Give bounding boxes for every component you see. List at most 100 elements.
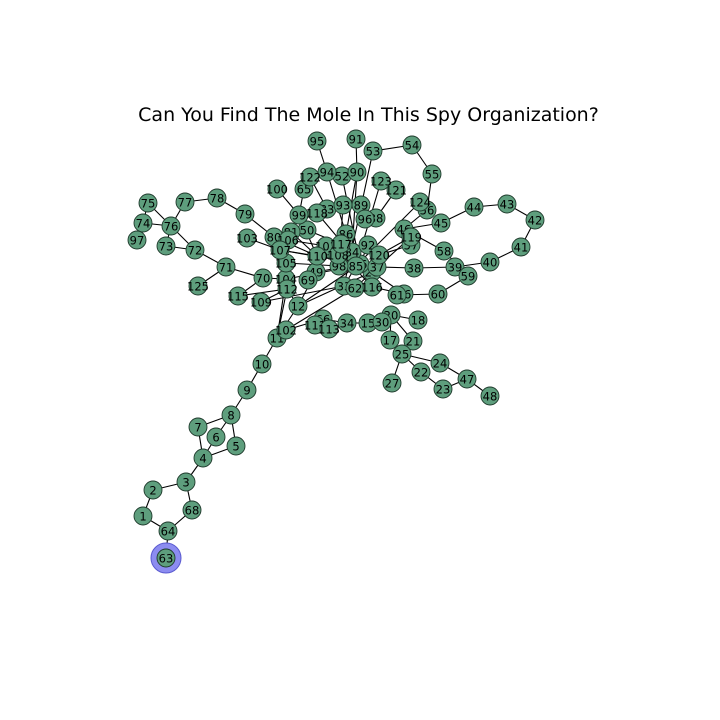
node-label: 60 bbox=[431, 288, 446, 302]
node-42: 42 bbox=[525, 210, 545, 230]
node-109: 109 bbox=[250, 292, 272, 312]
node-1: 1 bbox=[133, 506, 153, 526]
node-label: 102 bbox=[275, 324, 297, 338]
node-77: 77 bbox=[175, 192, 195, 212]
edge-12-28 bbox=[297, 271, 373, 307]
node-34: 34 bbox=[337, 313, 357, 333]
node-label: 50 bbox=[300, 224, 315, 238]
node-24: 24 bbox=[430, 353, 450, 373]
node-circle bbox=[253, 268, 273, 288]
node-circle bbox=[392, 344, 412, 364]
node-label: 38 bbox=[407, 262, 422, 276]
node-circle bbox=[133, 213, 153, 233]
node-15: 15 bbox=[358, 313, 378, 333]
node-circle bbox=[410, 192, 430, 212]
node-circle bbox=[237, 380, 257, 400]
node-circle bbox=[337, 313, 357, 333]
node-label: 22 bbox=[414, 366, 429, 380]
node-label: 119 bbox=[400, 231, 422, 245]
node-label: 44 bbox=[467, 201, 482, 215]
node-50: 50 bbox=[297, 220, 317, 240]
node-circle bbox=[175, 192, 195, 212]
node-64: 64 bbox=[158, 521, 178, 541]
node-circle bbox=[480, 386, 500, 406]
node-circle bbox=[333, 195, 353, 215]
node-circle bbox=[307, 246, 327, 266]
node-label: 110 bbox=[306, 250, 328, 264]
node-label: 76 bbox=[164, 220, 179, 234]
node-circle bbox=[277, 279, 297, 299]
node-label: 12 bbox=[291, 300, 306, 314]
node-circle bbox=[300, 167, 320, 187]
node-label: 118 bbox=[306, 207, 328, 221]
node-label: 115 bbox=[227, 290, 249, 304]
node-label: 18 bbox=[411, 314, 426, 328]
node-label: 124 bbox=[409, 196, 431, 210]
node-circle bbox=[382, 373, 402, 393]
node-45: 45 bbox=[431, 213, 451, 233]
node-circle bbox=[276, 320, 296, 340]
node-90: 90 bbox=[347, 162, 367, 182]
node-circle bbox=[403, 331, 423, 351]
node-label: 112 bbox=[276, 283, 298, 297]
node-102: 102 bbox=[275, 320, 297, 340]
node-68: 68 bbox=[182, 500, 202, 520]
node-circle bbox=[193, 448, 213, 468]
node-circle bbox=[307, 203, 327, 223]
node-70: 70 bbox=[253, 268, 273, 288]
node-label: 42 bbox=[528, 214, 543, 228]
node-119: 119 bbox=[400, 227, 422, 247]
node-circle bbox=[480, 252, 500, 272]
node-122: 122 bbox=[299, 167, 321, 187]
node-label: 39 bbox=[448, 261, 463, 275]
node-circle bbox=[457, 369, 477, 389]
node-label: 100 bbox=[266, 183, 288, 197]
node-58: 58 bbox=[434, 241, 454, 261]
node-circle bbox=[185, 240, 205, 260]
node-circle bbox=[207, 188, 227, 208]
node-label: 96 bbox=[358, 213, 373, 227]
node-25: 25 bbox=[392, 344, 412, 364]
node-43: 43 bbox=[497, 194, 517, 214]
node-label: 45 bbox=[434, 217, 449, 231]
node-circle bbox=[422, 164, 442, 184]
node-circle bbox=[369, 245, 389, 265]
node-label: 40 bbox=[483, 256, 498, 270]
node-78: 78 bbox=[207, 188, 227, 208]
node-61: 61 bbox=[387, 285, 407, 305]
node-label: 62 bbox=[348, 282, 363, 296]
node-circle bbox=[525, 210, 545, 230]
node-label: 94 bbox=[320, 166, 335, 180]
node-label: 8 bbox=[227, 409, 234, 423]
node-circle bbox=[430, 353, 450, 373]
node-label: 89 bbox=[354, 199, 369, 213]
edge-109-33 bbox=[260, 285, 345, 303]
node-circle bbox=[188, 276, 208, 296]
node-circle bbox=[464, 197, 484, 217]
node-113: 113 bbox=[318, 319, 340, 339]
node-123: 123 bbox=[370, 171, 392, 191]
node-label: 21 bbox=[406, 335, 421, 349]
node-40: 40 bbox=[480, 252, 500, 272]
node-label: 73 bbox=[159, 240, 174, 254]
node-label: 72 bbox=[188, 244, 203, 258]
node-circle bbox=[511, 237, 531, 257]
node-116: 116 bbox=[361, 277, 383, 297]
node-circle bbox=[237, 228, 257, 248]
node-96: 96 bbox=[355, 209, 375, 229]
node-85: 85 bbox=[346, 256, 366, 276]
node-124: 124 bbox=[409, 192, 431, 212]
node-label: 85 bbox=[349, 260, 364, 274]
node-circle bbox=[228, 286, 248, 306]
node-69: 69 bbox=[298, 270, 318, 290]
node-label: 109 bbox=[250, 296, 272, 310]
node-label: 30 bbox=[375, 316, 390, 330]
node-label: 92 bbox=[361, 239, 376, 253]
node-circle bbox=[401, 227, 421, 247]
node-95: 95 bbox=[307, 131, 327, 151]
node-label: 77 bbox=[178, 196, 193, 210]
node-121: 121 bbox=[385, 180, 407, 200]
node-label: 15 bbox=[361, 317, 376, 331]
node-circle bbox=[331, 234, 351, 254]
node-circle bbox=[363, 141, 383, 161]
